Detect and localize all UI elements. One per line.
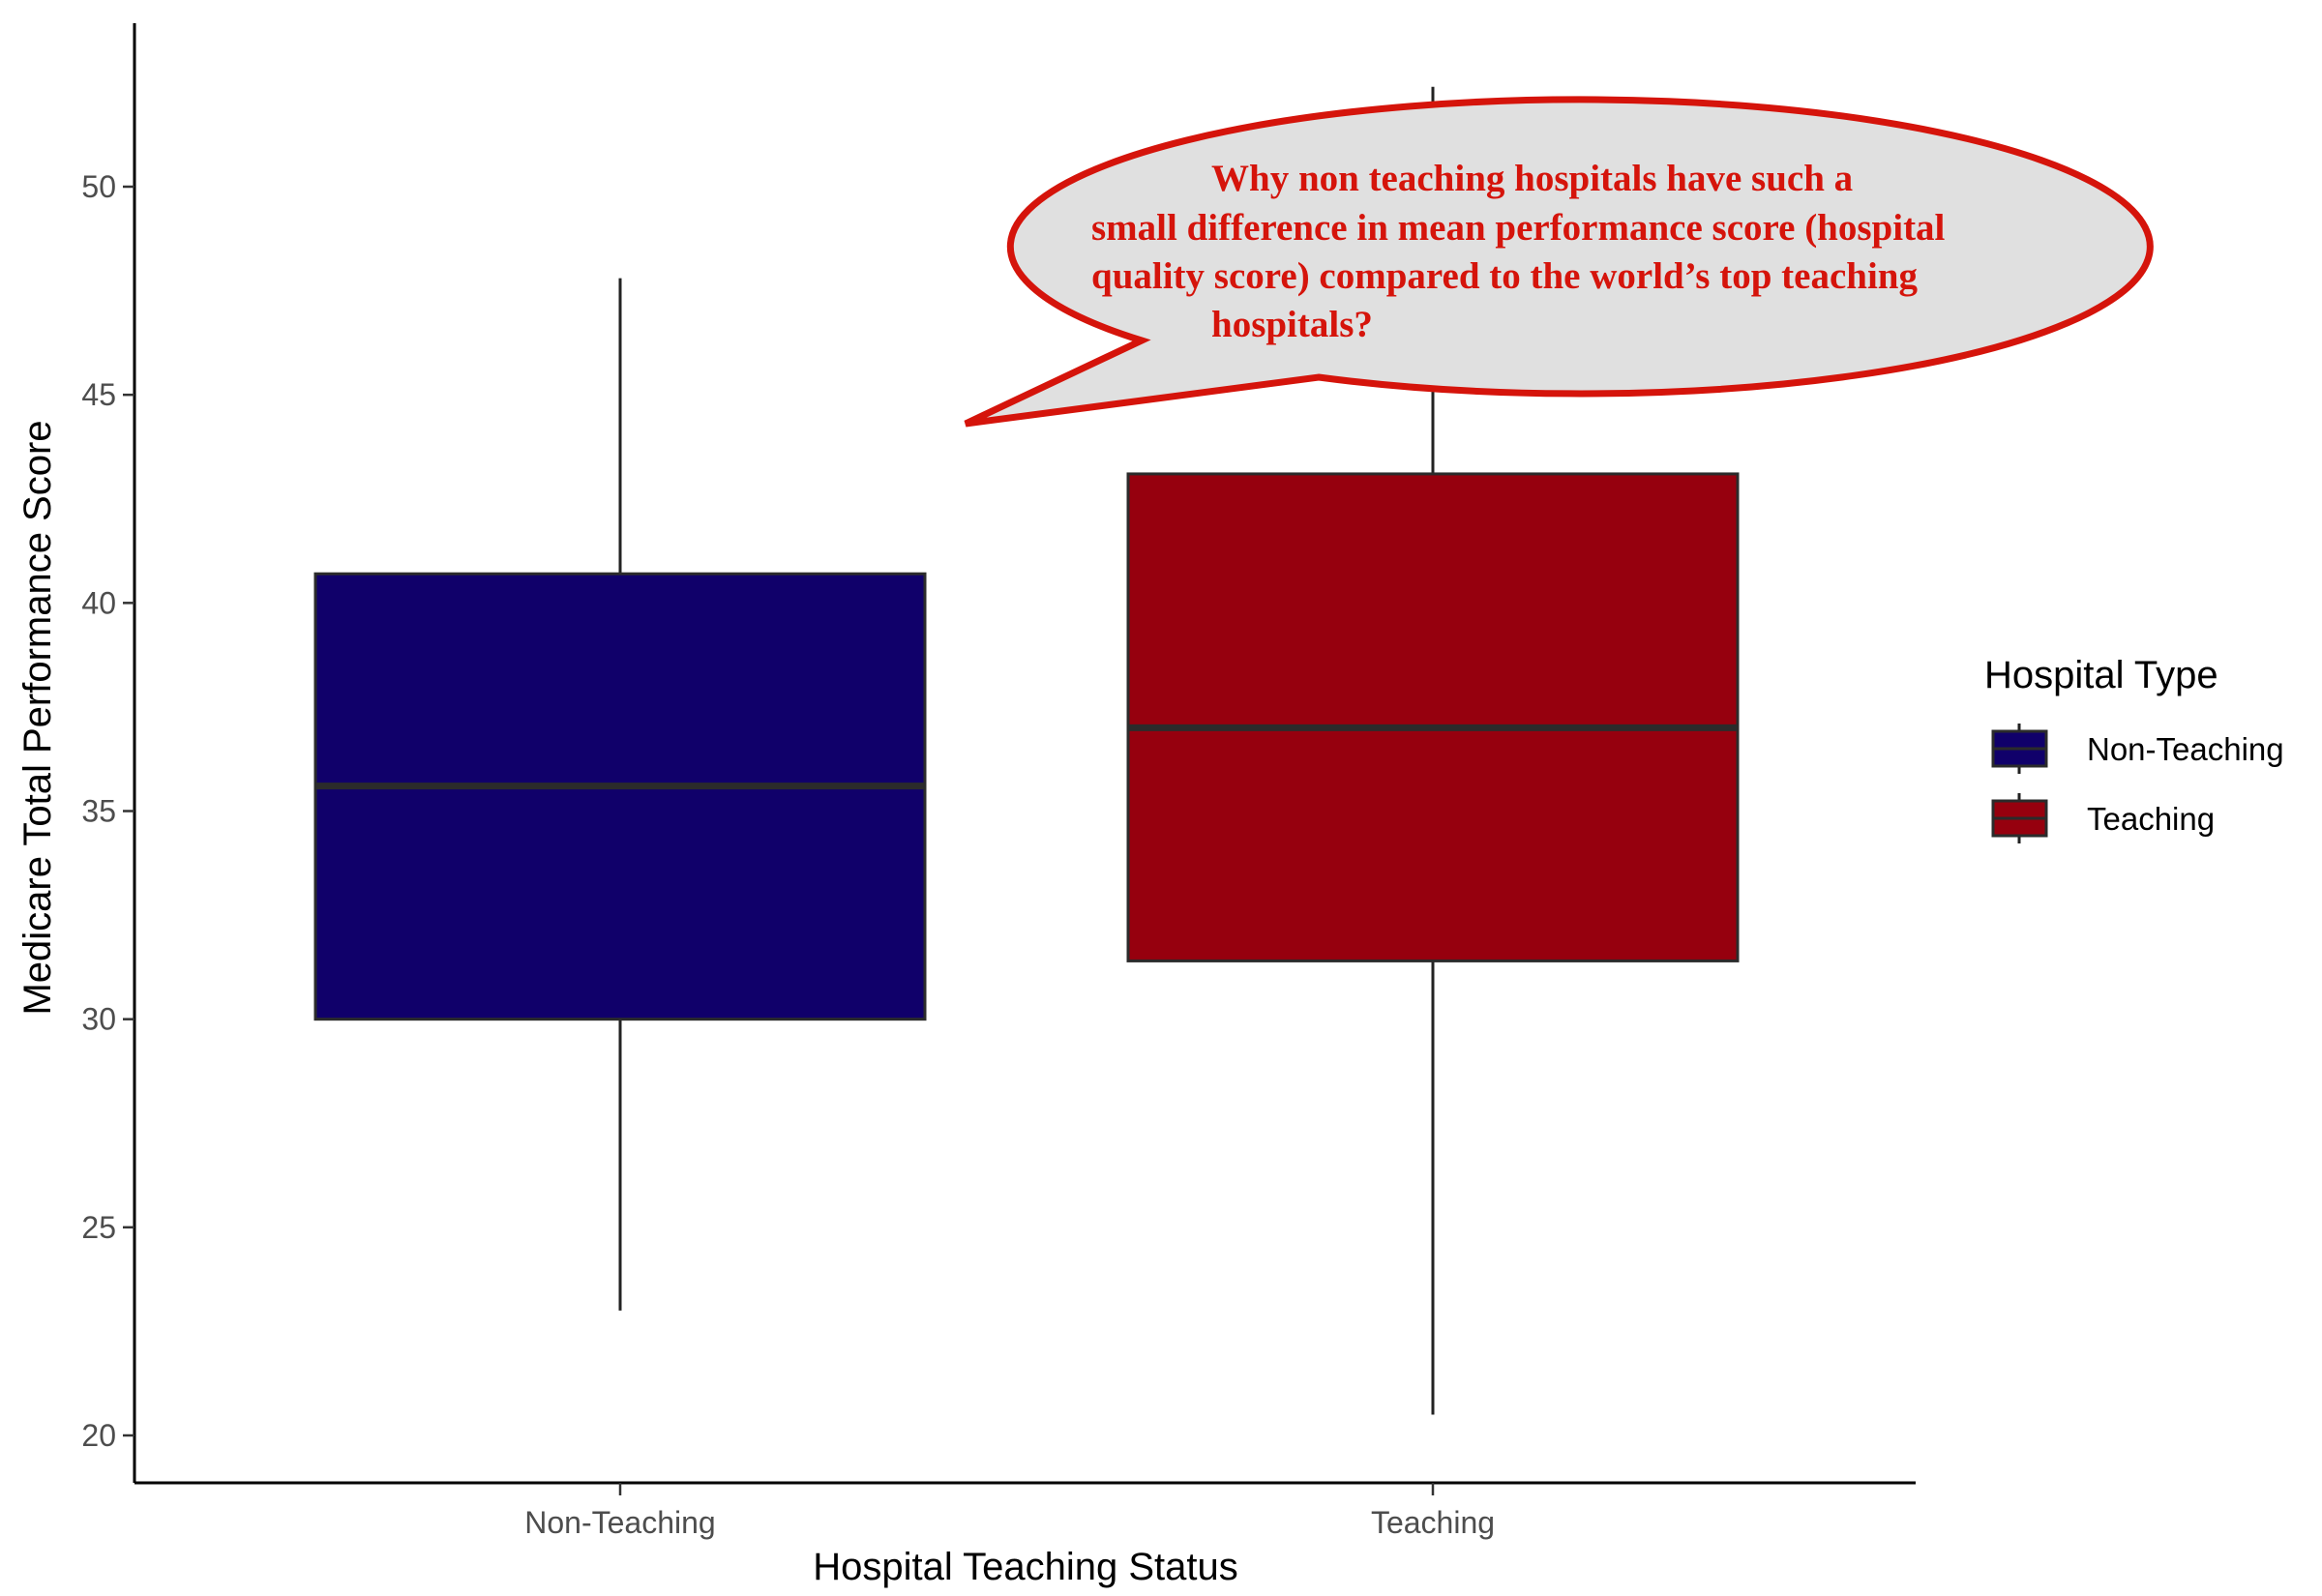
legend: Hospital Type Non-Teaching Teaching	[1984, 654, 2284, 843]
callout-shape	[964, 96, 2154, 428]
y-axis-title: Medicare Total Performance Score	[16, 420, 59, 1015]
callout-line: Why non teaching hospitals have such a	[1211, 158, 1853, 199]
y-axis-ticks: 20 25 30 35 40 45 50	[81, 169, 134, 1453]
x-tick-label: Non-Teaching	[524, 1505, 715, 1540]
y-tick-label: 40	[81, 585, 116, 620]
box-iqr	[1126, 472, 1740, 962]
plot-area	[313, 86, 1740, 1415]
y-tick-label: 35	[81, 794, 116, 829]
box-iqr	[313, 572, 927, 1021]
x-tick-label: Teaching	[1371, 1505, 1495, 1540]
legend-item: Non-Teaching	[1991, 724, 2284, 774]
legend-label: Non-Teaching	[2087, 731, 2284, 767]
callout-text: Why non teaching hospitals have such a sm…	[1091, 158, 1946, 345]
callout-line: small difference in mean performance sco…	[1091, 207, 1946, 249]
x-axis-ticks: Non-Teaching Teaching	[524, 1483, 1495, 1540]
legend-label: Teaching	[2087, 801, 2215, 837]
callout-line: quality score) compared to the world’s t…	[1091, 255, 1918, 297]
x-axis-title: Hospital Teaching Status	[813, 1546, 1238, 1588]
boxplot-non-teaching	[313, 278, 927, 1311]
callout-bubble: Why non teaching hospitals have such a sm…	[964, 96, 2154, 428]
legend-item: Teaching	[1991, 793, 2215, 843]
boxplot-teaching	[1126, 86, 1740, 1415]
y-tick-label: 20	[81, 1418, 116, 1453]
y-tick-label: 25	[81, 1210, 116, 1245]
y-tick-label: 45	[81, 377, 116, 412]
callout-line: hospitals?	[1211, 304, 1373, 345]
legend-title: Hospital Type	[1984, 654, 2218, 696]
y-tick-label: 30	[81, 1002, 116, 1037]
y-tick-label: 50	[81, 169, 116, 204]
